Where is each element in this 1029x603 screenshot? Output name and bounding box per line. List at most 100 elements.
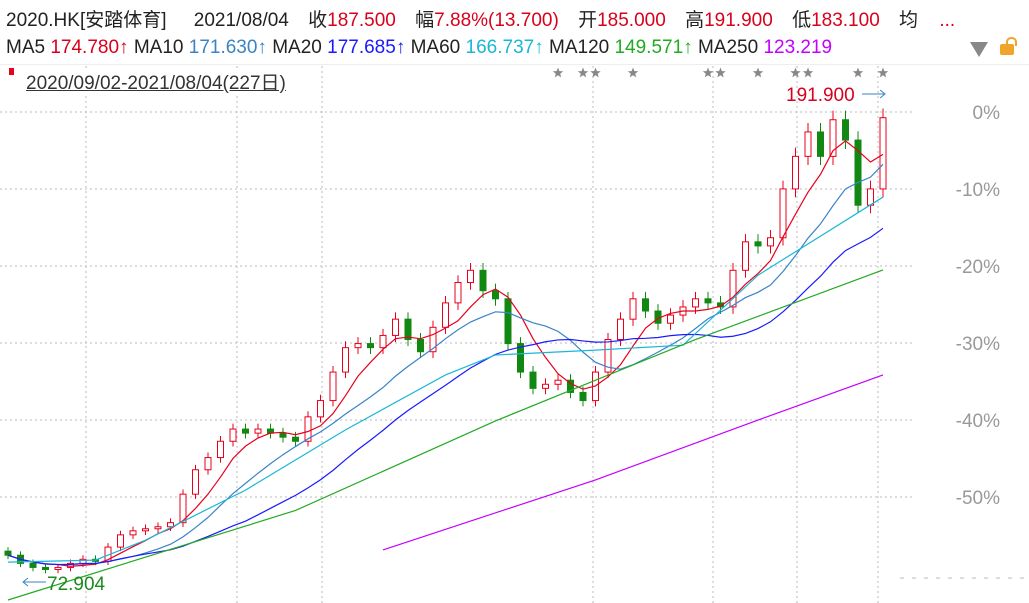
ma20-label: MA20 [272, 37, 322, 58]
y-tick-label: 0% [973, 103, 1001, 124]
candle-body[interactable] [667, 314, 674, 324]
candle-body[interactable] [367, 343, 374, 349]
dropdown-triangle-icon[interactable] [970, 42, 988, 57]
candle-body[interactable] [804, 131, 812, 157]
candle-body[interactable] [642, 298, 649, 312]
event-star-icon[interactable] [877, 67, 889, 78]
candle-body[interactable] [192, 469, 199, 495]
candle-body[interactable] [379, 334, 387, 349]
candle-body[interactable] [329, 371, 337, 402]
candle-body[interactable] [179, 493, 187, 524]
event-star-icon[interactable] [590, 67, 601, 78]
candle-body[interactable] [429, 326, 437, 353]
candle-body[interactable] [317, 400, 324, 418]
event-star-icon[interactable] [852, 67, 864, 78]
candle-body[interactable] [404, 318, 412, 341]
event-star-icon[interactable] [802, 67, 814, 78]
event-star-icon[interactable] [627, 67, 639, 78]
candle-body[interactable] [842, 119, 849, 141]
min-arrow-head [22, 577, 29, 587]
candle-body[interactable] [504, 298, 512, 345]
range-overlay[interactable]: 2020/09/02-2021/08/04(227日) [26, 68, 286, 95]
candle-body[interactable] [492, 290, 499, 300]
candle-body[interactable] [354, 343, 362, 349]
candle-body[interactable] [767, 237, 774, 247]
candle-body[interactable] [792, 155, 799, 190]
candle-body[interactable] [567, 379, 574, 393]
candle-body[interactable] [829, 119, 837, 157]
event-star-icon[interactable] [715, 67, 726, 78]
candle-body[interactable] [467, 269, 474, 284]
candle-body[interactable] [817, 131, 824, 157]
candle-body[interactable] [129, 530, 137, 536]
y-tick-label: -50% [956, 488, 1000, 509]
close-value: 187.500 [327, 10, 396, 31]
ma20-line [7, 227, 884, 566]
candle-body[interactable] [517, 343, 524, 373]
candle-body[interactable] [554, 379, 562, 385]
y-tick-label: -40% [956, 411, 1000, 432]
avg-label: 均 [899, 10, 919, 31]
ma60-value: 166.737↑ [465, 37, 544, 58]
candle-body[interactable] [54, 566, 62, 570]
candle-body[interactable] [454, 282, 462, 304]
y-tick-label: -30% [956, 334, 1000, 355]
candle-body[interactable] [342, 347, 349, 373]
candle-body[interactable] [867, 188, 874, 206]
candle-body[interactable] [854, 139, 862, 206]
event-star-icon[interactable] [702, 67, 714, 78]
candle-body[interactable] [154, 526, 162, 530]
ma-legend: MA5 174.780↑ MA10 171.630↑ MA20 177.685↑… [6, 37, 832, 59]
candle-body[interactable] [717, 302, 724, 308]
candle-body[interactable] [417, 339, 424, 353]
change-label: 幅 [415, 10, 435, 31]
candle-body[interactable] [604, 339, 612, 373]
candle-body[interactable] [29, 562, 37, 568]
candle-body[interactable] [479, 269, 487, 292]
candle-body[interactable] [542, 383, 549, 389]
ma60-label: MA60 [410, 37, 461, 58]
candle-body[interactable] [167, 522, 174, 528]
unlock-icon[interactable] [1000, 37, 1017, 55]
divider [0, 64, 1029, 65]
candle-body[interactable] [254, 428, 262, 434]
ma120-line [7, 269, 884, 601]
candle-body[interactable] [729, 269, 737, 308]
more-button[interactable]: ... [939, 10, 956, 31]
candle-body[interactable] [754, 241, 762, 247]
candle-body[interactable] [204, 457, 212, 471]
candle-body[interactable] [392, 318, 399, 336]
candle-body[interactable] [217, 440, 224, 459]
candle-body[interactable] [879, 117, 887, 190]
candle-body[interactable] [442, 302, 449, 328]
candle-body[interactable] [579, 391, 587, 402]
candle-body[interactable] [779, 188, 787, 239]
candle-body[interactable] [742, 241, 749, 271]
candle-body[interactable] [142, 528, 149, 532]
min-price-label: 72.904 [47, 574, 106, 595]
candle-body[interactable] [529, 371, 537, 389]
date: 2021/08/04 [193, 10, 289, 31]
candle-body[interactable] [117, 534, 124, 548]
candle-body[interactable] [279, 432, 287, 438]
candle-body[interactable] [292, 436, 299, 442]
ma250-label: MA250 [697, 37, 759, 58]
candle-body[interactable] [242, 428, 249, 434]
event-star-icon[interactable] [790, 67, 801, 78]
candle-body[interactable] [629, 298, 637, 320]
ma10-value: 171.630↑ [188, 37, 267, 58]
low-value: 183.100 [811, 10, 880, 31]
event-star-icon[interactable] [577, 67, 589, 78]
candle-body[interactable] [304, 416, 312, 442]
candle-body[interactable] [704, 298, 712, 304]
candle-body[interactable] [617, 318, 624, 341]
event-star-icon[interactable] [552, 67, 564, 78]
candle-body[interactable] [692, 298, 699, 308]
change-value: 7.88%(13.700) [434, 10, 559, 31]
candle-body[interactable] [42, 566, 49, 570]
event-star-icon[interactable] [752, 67, 764, 78]
ma5-value: 174.780↑ [50, 37, 129, 58]
candle-body[interactable] [4, 550, 12, 556]
candle-body[interactable] [229, 428, 237, 442]
